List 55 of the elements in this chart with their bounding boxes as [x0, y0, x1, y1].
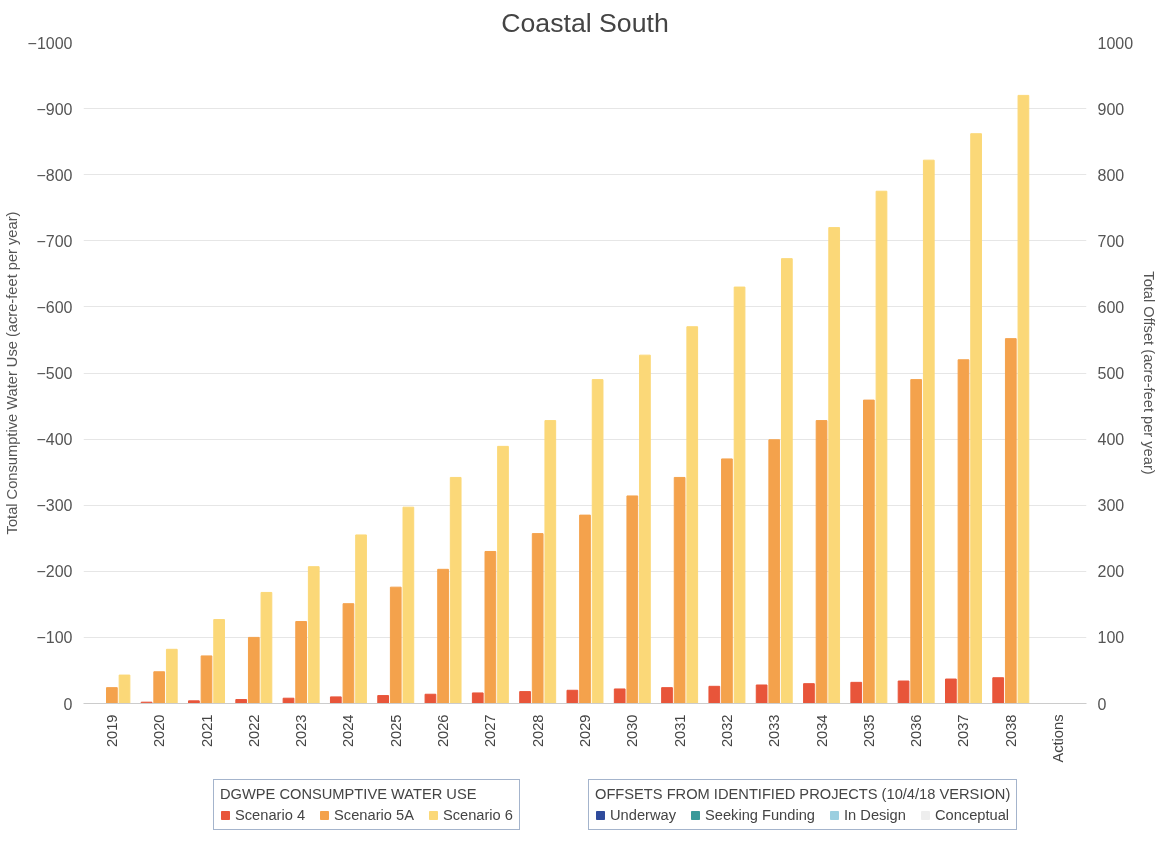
x-tick-label: 2030: [624, 714, 641, 748]
y2-tick-label: 400: [1097, 431, 1125, 449]
y2-tick-label: 900: [1097, 100, 1125, 118]
y2-tick-label: 100: [1097, 629, 1125, 647]
y2-axis-title: Total Offset (acre-feet per year): [1141, 271, 1158, 475]
text: OFFSETS FROM IDENTIFIED PROJECTS (10/4/18 VERSION): [595, 786, 1011, 802]
x-tick-label: 2034: [813, 714, 830, 748]
x-tick-label: 2023: [293, 714, 310, 748]
x-tick-label: 2021: [198, 714, 215, 748]
y2-tick-label: 1000: [1097, 34, 1134, 52]
legend-label: In Design: [844, 807, 906, 823]
y-tick-label: −600: [36, 298, 73, 316]
legend-label: Scenario 6: [442, 807, 513, 823]
x-tick-label: Actions: [1050, 714, 1067, 763]
x-tick-label: 2026: [435, 714, 452, 748]
y-tick-label: 0: [63, 695, 73, 713]
y-tick-label: −700: [36, 232, 73, 250]
y-tick-label: −900: [36, 100, 73, 118]
x-tick-label: 2031: [671, 714, 688, 748]
x-tick-label: 2032: [718, 714, 735, 748]
x-tick-label: 2035: [860, 714, 877, 748]
text: DGWPE CONSUMPTIVE WATER USE: [220, 786, 477, 802]
x-tick-label: 2036: [908, 714, 925, 748]
y2-tick-label: 500: [1097, 365, 1125, 382]
x-tick-label: 2022: [245, 714, 262, 748]
legend-label: Seeking Funding: [704, 807, 815, 823]
y-tick-label: −400: [36, 431, 73, 449]
x-tick-label: 2037: [955, 714, 972, 748]
y-tick-label: −200: [36, 563, 73, 581]
legend-label: Conceptual: [934, 807, 1010, 823]
y-tick-label: −800: [36, 166, 73, 184]
x-tick-label: 2029: [577, 714, 593, 748]
y2-tick-label: 200: [1097, 563, 1125, 581]
x-tick-label: 2033: [766, 714, 783, 748]
x-tick-label: 2019: [103, 714, 120, 748]
y2-tick-label: 300: [1097, 497, 1125, 515]
y2-tick-label: 800: [1097, 166, 1125, 184]
y-tick-label: −300: [36, 497, 73, 515]
x-tick-label: 2024: [340, 714, 357, 748]
y2-tick-label: 700: [1097, 232, 1125, 250]
y2-tick-label: 0: [1097, 695, 1107, 713]
y2-tick-label: 600: [1097, 298, 1125, 316]
y-tick-label: −1000: [27, 34, 73, 52]
legend-label: Scenario 4: [235, 807, 306, 823]
y-tick-label: −500: [36, 365, 73, 382]
x-tick-label: 2025: [387, 714, 404, 748]
x-tick-label: 2027: [482, 714, 499, 748]
y-axis-title: Total Consumptive Water Use (acre-feet per year): [3, 211, 20, 535]
x-tick-label: 2028: [529, 714, 546, 748]
y-tick-label: −100: [36, 629, 73, 647]
legend-label: Underway: [610, 807, 676, 823]
x-tick-label: 2038: [1002, 714, 1019, 748]
chart-title: Coastal South: [501, 7, 669, 38]
x-tick-label: 2020: [151, 714, 168, 748]
legend-label: Scenario 5A: [334, 807, 414, 823]
